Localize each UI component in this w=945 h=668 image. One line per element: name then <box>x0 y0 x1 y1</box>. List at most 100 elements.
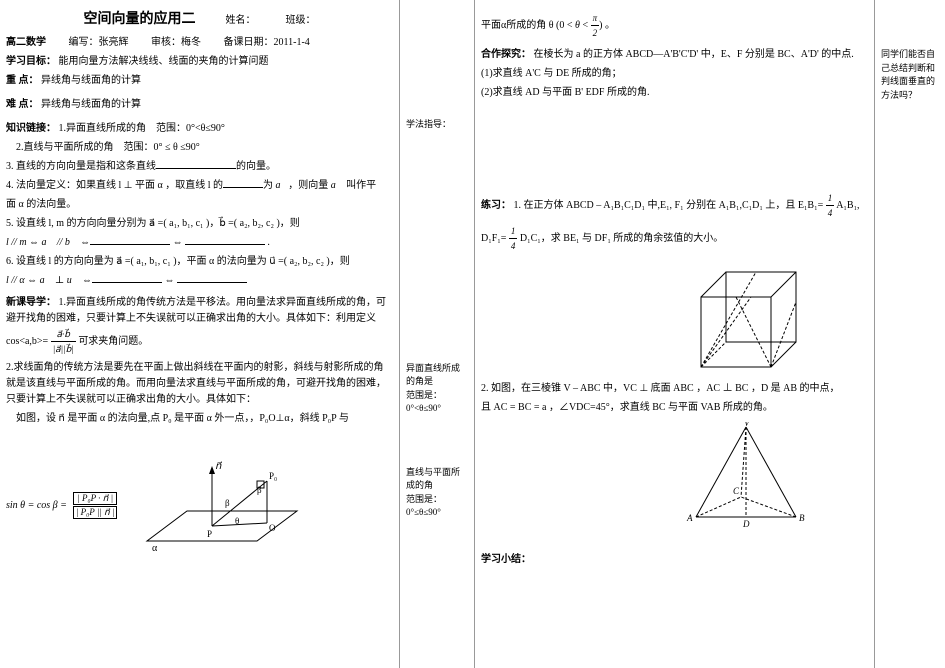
knowledge-block: 知识链接： 1.异面直线所成的角 范围：0°<θ≤90° <box>6 121 393 137</box>
coop-q: 在棱长为 a 的正方体 ABCD—A'B'C'D' 中，E、F 分别是 BC、A… <box>534 49 854 60</box>
frac-pi2: π 2 <box>591 11 600 41</box>
svg-text:n⃗: n⃗ <box>215 461 223 472</box>
coop-q2: (2)求直线 AD 与平面 B' EDF 所成的角. <box>481 85 868 101</box>
knowledge-item5-eq: l // m ⇔ a⃗ // b⃗ ⇔ ⇔ . <box>6 235 393 251</box>
frac-ppn-den: | P₀P || n⃗ | <box>73 506 118 519</box>
keypoint-label: 重 点： <box>6 75 39 86</box>
nc-p1-end: 可求夹角问题。 <box>78 336 148 347</box>
meta-line: 高二数学 编写：张亮辉 审核：梅冬 备课日期：2011-1-4 <box>6 35 393 51</box>
tetra-diagram: V A B C D <box>681 422 811 532</box>
knowledge-item1: 1.异面直线所成的角 范围：0°<θ≤90° <box>59 123 225 134</box>
angle-range: 平面α所成的角 θ (0 < θ < π 2 ) 。 <box>481 11 868 41</box>
svg-text:C: C <box>733 486 740 496</box>
difficulty-text: 异线角与线面角的计算 <box>41 99 141 110</box>
date: 备课日期：2011-1-4 <box>224 37 310 48</box>
frac-ab: a⃗·b⃗ |a⃗||b⃗| <box>51 327 76 357</box>
k4d: 叫作平 <box>346 180 376 191</box>
right-column: 平面α所成的角 θ (0 < θ < π 2 ) 。 合作探究： 在棱长为 a … <box>475 0 875 668</box>
reviewer: 审核：梅冬 <box>151 37 201 48</box>
f14a-d: 4 <box>826 206 835 220</box>
far-column: 同学们能否自己总结判断和判线面垂直的方法吗？ <box>875 0 945 668</box>
knowledge-item6-eq: l // α ⇔ a⃗ ⊥ u⃗ ⇔ ⇔ <box>6 273 393 289</box>
svg-text:P: P <box>207 529 212 539</box>
frac-14a: 1 4 <box>826 191 835 221</box>
goal-line: 学习目标： 能用向量方法解决线线、线面的夹角的计算问题 <box>6 54 393 70</box>
blank-6 <box>177 273 247 283</box>
subject: 高二数学 <box>6 37 46 48</box>
practice1-cont: D₁F₁= 1 4 D₁C₁，求 BE₁ 与 DF₁ 所成的角余弦值的大小。 <box>481 224 868 254</box>
k3b: 的向量。 <box>236 161 276 172</box>
note1a: 异面直线所成的角是 <box>406 363 460 387</box>
p1d: D₁C₁，求 BE₁ 与 DF₁ 所成的角余弦值的大小。 <box>520 233 723 244</box>
note2c: 0°≤θ≤90° <box>406 507 441 517</box>
nc-p3: 如图，设 n⃗ 是平面 α 的法向量,点 P₀ 是平面 α 外一点，，P₀O⊥α… <box>6 411 393 427</box>
note1: 异面直线所成的角是 范围是： 0°<θ≤90° <box>406 362 468 416</box>
formula-row: sin θ = cos β = | P₀P · n⃗ | | P₀P || n⃗… <box>6 447 393 565</box>
page-root: 空间向量的应用二 姓名： 班级： 高二数学 编写：张亮辉 审核：梅冬 备课日期：… <box>0 0 945 668</box>
k4a: 4. 法向量定义：如果直线 l ⊥ 平面 α ，取直线 l 的 <box>6 180 223 191</box>
doc-title: 空间向量的应用二 <box>84 8 196 28</box>
knowledge-item2: 2.直线与平面所成的角 范围：0° ≤ θ ≤90° <box>6 140 393 156</box>
svg-text:D: D <box>742 519 750 529</box>
frac-ppn-num: | P₀P · n⃗ | <box>73 492 118 505</box>
difficulty-label: 难 点： <box>6 99 39 110</box>
svg-text:A: A <box>686 513 693 523</box>
author: 编写：张亮辉 <box>69 37 129 48</box>
f14a-n: 1 <box>826 191 835 206</box>
blank-2 <box>223 178 263 188</box>
svg-text:B: B <box>799 513 805 523</box>
f14b-n: 1 <box>509 224 518 239</box>
frac-ab-num: a⃗·b⃗ <box>51 327 76 342</box>
newcourse-title: 新课导学： <box>6 297 56 308</box>
practice2-a: 2. 如图，在三棱锥 V – ABC 中，VC ⊥ 底面 ABC ，AC ⊥ B… <box>481 381 868 397</box>
knowledge-item6: 6. 设直线 l 的方向向量为 a⃗ =( a₁, b₁, c₁ )，平面 α … <box>6 254 393 270</box>
blank-1 <box>156 159 236 169</box>
note1b: 范围是： <box>406 390 442 400</box>
title-row: 空间向量的应用二 姓名： 班级： <box>6 8 393 32</box>
svg-text:θ: θ <box>235 516 239 526</box>
guide-label: 学法指导： <box>406 118 468 132</box>
f14b-d: 4 <box>509 239 518 253</box>
summary-label: 学习小结： <box>481 552 868 568</box>
difficulty-line: 难 点： 异线角与线面角的计算 <box>6 97 393 113</box>
blank-5 <box>92 273 162 283</box>
practice1: 练习： 1. 在正方体 ABCD – A₁B₁C₁D₁ 中,E₁, F₁ 分别在… <box>481 191 868 221</box>
class-label: 班级： <box>286 11 316 26</box>
pi-den: 2 <box>591 26 600 40</box>
nc-p2: 2.求线面角的传统方法是要先在平面上做出斜线在平面内的射影，斜线与射影所成的角就… <box>6 360 393 408</box>
frac-14b: 1 4 <box>509 224 518 254</box>
blank-4 <box>185 235 265 245</box>
newcourse-block: 新课导学： 1.异面直线所成的角传统方法是平移法。用向量法求异面直线所成的角，可… <box>6 295 393 357</box>
mid-column: 学法指导： 异面直线所成的角是 范围是： 0°<θ≤90° 直线与平面所成的角 … <box>400 0 475 668</box>
svg-text:P₀: P₀ <box>269 471 277 481</box>
coop-label: 合作探究： <box>481 49 531 60</box>
p1b: A₁B₁, <box>836 200 859 211</box>
coop-block: 合作探究： 在棱长为 a 的正方体 ABCD—A'B'C'D' 中，E、F 分别… <box>481 47 868 63</box>
name-label: 姓名： <box>226 11 256 26</box>
frac-ab-den: |a⃗||b⃗| <box>51 342 76 356</box>
vec-a-1: a⃗ <box>276 180 289 191</box>
left-column: 空间向量的应用二 姓名： 班级： 高二数学 编写：张亮辉 审核：梅冬 备课日期：… <box>0 0 400 668</box>
goal-text: 能用向量方法解决线线、线面的夹角的计算问题 <box>59 56 269 67</box>
keypoint-line: 重 点： 异线角与线面角的计算 <box>6 73 393 89</box>
cube-diagram <box>681 257 831 377</box>
knowledge-item3: 3. 直线的方向向量是指和这条直线 的向量。 <box>6 159 393 175</box>
svg-text:O: O <box>269 523 276 533</box>
pi-num: π <box>591 11 600 26</box>
goal-label: 学习目标： <box>6 56 56 67</box>
p1a: 1. 在正方体 ABCD – A₁B₁C₁D₁ 中,E₁, F₁ 分别在 A₁B… <box>514 200 824 211</box>
k4c: ，则向量 <box>288 180 328 191</box>
plane-diagram: n⃗ P₀ O P β θ β α <box>137 451 317 561</box>
svg-text:V: V <box>744 422 751 428</box>
k5eq: l // m ⇔ a⃗ // b⃗ ⇔ <box>6 237 90 248</box>
blank-3 <box>90 235 170 245</box>
sin-formula-label: sin θ = cos β = <box>6 500 67 511</box>
k3a: 3. 直线的方向向量是指和这条直线 <box>6 161 156 172</box>
note2b: 范围是： <box>406 494 442 504</box>
knowledge-item5: 5. 设直线 l, m 的方向向量分别为 a⃗ =( a₁, b₁, c₁ )，… <box>6 216 393 232</box>
r-line1a: 平面α所成的角 θ <box>481 20 554 31</box>
knowledge-item4: 4. 法向量定义：如果直线 l ⊥ 平面 α ，取直线 l 的为 a⃗，则向量 … <box>6 178 393 194</box>
far-note: 同学们能否自己总结判断和判线面垂直的方法吗？ <box>881 48 939 102</box>
knowledge-title: 知识链接： <box>6 123 56 134</box>
svg-text:β: β <box>225 498 230 508</box>
